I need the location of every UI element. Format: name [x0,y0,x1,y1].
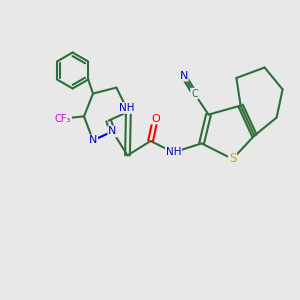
Text: NH: NH [166,147,181,158]
Text: CF₃: CF₃ [55,113,71,124]
Text: N: N [179,70,188,81]
Text: N: N [108,126,117,136]
Text: S: S [229,152,236,166]
Text: C: C [191,88,198,99]
Text: NH: NH [119,103,134,113]
Text: O: O [151,113,160,124]
Text: N: N [89,135,97,146]
